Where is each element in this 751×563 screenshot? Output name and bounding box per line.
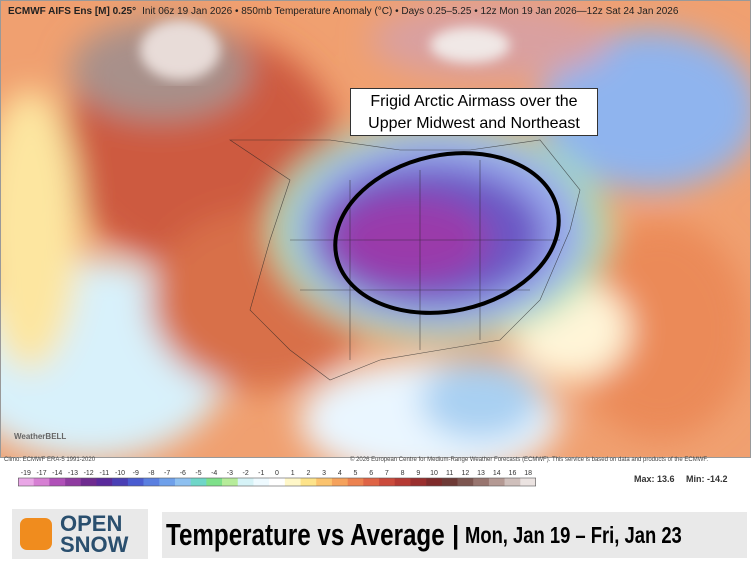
map-header: ECMWF AIFS Ens [M] 0.25° Init 06z 19 Jan … — [8, 6, 678, 17]
colorbar-swatch — [190, 478, 207, 486]
colorbar-label: 3 — [322, 470, 326, 477]
colorbar-label: 1 — [291, 470, 295, 477]
watermark: WeatherBELL — [14, 432, 67, 441]
colorbar-swatch — [316, 478, 333, 486]
colorbar-swatch — [80, 478, 97, 486]
brand-snow: SNOW — [60, 532, 129, 557]
separator: | — [452, 519, 460, 550]
banner-title: Temperature vs Average — [166, 517, 445, 552]
colorbar-swatch — [347, 478, 364, 486]
colorbar-swatch — [300, 478, 317, 486]
colorbar-label: 14 — [493, 470, 501, 477]
colorbar-swatch — [18, 478, 34, 486]
model-info: Init 06z 19 Jan 2026 • 850mb Temperature… — [142, 6, 679, 17]
colorbar-label: 6 — [369, 470, 373, 477]
colorbar-label: 5 — [354, 470, 358, 477]
colorbar-swatch — [96, 478, 113, 486]
colorbar-label: 2 — [306, 470, 310, 477]
colorbar-swatch — [159, 478, 176, 486]
colorbar-swatch — [488, 478, 505, 486]
map — [0, 0, 751, 458]
colorbar-label: -13 — [68, 470, 78, 477]
colorbar-label: 0 — [275, 470, 279, 477]
min-label: Min: -14.2 — [686, 474, 728, 484]
colorbar-swatch — [457, 478, 474, 486]
colorbar-swatch — [143, 478, 160, 486]
colorbar-swatch — [394, 478, 411, 486]
colorbar-swatch — [112, 478, 129, 486]
colorbar-label: 16 — [509, 470, 517, 477]
banner-title-box: Temperature vs Average | Mon, Jan 19 – Fri… — [162, 512, 747, 558]
colorbar-label: -10 — [115, 470, 125, 477]
climo: Climo: ECMWF ERA-5 1991-2020 — [4, 457, 96, 463]
colorbar-label: 13 — [477, 470, 485, 477]
colorbar-label: 18 — [524, 470, 532, 477]
colorbar-swatch — [441, 478, 458, 486]
colorbar-label: 8 — [401, 470, 405, 477]
colorbar-swatch — [33, 478, 50, 486]
logo: OPEN SNOW — [12, 509, 148, 559]
max-label: Max: 13.6 — [634, 474, 675, 484]
colorbar-label: -4 — [211, 470, 217, 477]
colorbar-swatch — [127, 478, 144, 486]
colorbar-swatch — [426, 478, 443, 486]
colorbar-swatch — [237, 478, 254, 486]
colorbar-label: -9 — [133, 470, 139, 477]
annotation: Frigid Arctic Airmass over the Upper Mid… — [350, 88, 598, 136]
colorbar-label: 9 — [416, 470, 420, 477]
logo-icon — [20, 518, 52, 550]
colorbar-label: 10 — [430, 470, 438, 477]
colorbar-swatch — [473, 478, 490, 486]
colorbar-label: -7 — [164, 470, 170, 477]
colorbar-swatch — [284, 478, 301, 486]
colorbar-swatch — [410, 478, 427, 486]
colorbar-swatch — [269, 478, 286, 486]
colorbar-label: -1 — [258, 470, 264, 477]
colorbar-swatch — [65, 478, 82, 486]
colorbar-label: 12 — [461, 470, 469, 477]
colorbar-swatch — [363, 478, 380, 486]
model-title: ECMWF AIFS Ens [M] 0.25° — [8, 6, 137, 17]
colorbar-label: 4 — [338, 470, 342, 477]
colorbar-label: -19 — [21, 470, 31, 477]
banner: OPEN SNOW Temperature vs Average | Mon, Ja… — [0, 504, 751, 563]
colorbar-label: -6 — [180, 470, 186, 477]
colorbar-swatch — [222, 478, 239, 486]
colorbar: -19 -17 -14 -13 -12 -11 -10 -9 -8 -7 -6 -5 -4 -3 -2 -1 0… — [18, 470, 536, 487]
brand-open: OPEN — [60, 511, 123, 536]
colorbar-label: -14 — [52, 470, 62, 477]
colorbar-label: 7 — [385, 470, 389, 477]
colorbar-label: -3 — [227, 470, 233, 477]
colorbar-label: -11 — [100, 470, 110, 477]
colorbar-label: -2 — [242, 470, 248, 477]
colorbar-swatch — [253, 478, 270, 486]
banner-dates: Mon, Jan 19 – Fri, Jan 23 — [465, 521, 683, 548]
colorbar-label: -12 — [84, 470, 94, 477]
colorbar-label: -17 — [36, 470, 46, 477]
colorbar-label: 11 — [446, 470, 453, 477]
colorbar-swatch — [331, 478, 348, 486]
colorbar-swatch — [49, 478, 66, 486]
colorbar-swatch — [520, 478, 536, 486]
colorbar-swatch — [206, 478, 223, 486]
colorbar-label: -5 — [195, 470, 201, 477]
copyright: © 2026 European Centre for Medium-Range … — [350, 457, 709, 463]
colorbar-label: -8 — [148, 470, 154, 477]
colorbar-swatch — [504, 478, 521, 486]
colorbar-swatch — [379, 478, 396, 486]
colorbar-border — [18, 477, 536, 487]
colorbar-swatch — [174, 478, 191, 486]
